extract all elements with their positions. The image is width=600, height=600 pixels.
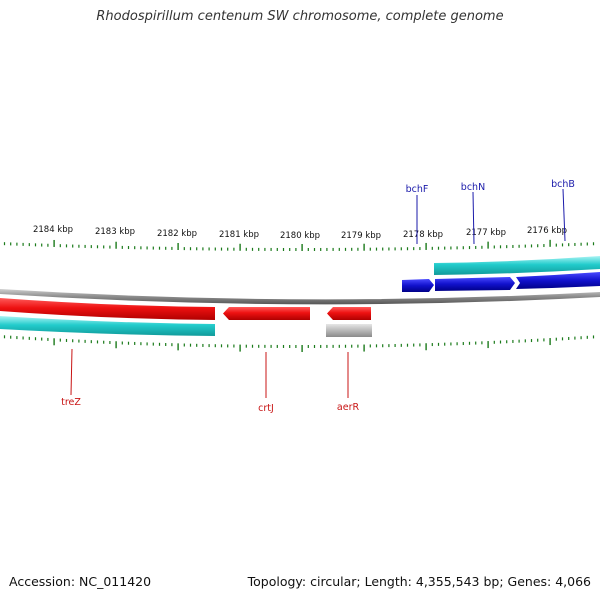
gene-label-treZ[interactable]: treZ — [61, 397, 81, 408]
scale-label-2177: 2177 kbp — [466, 228, 506, 238]
bchB-gene-arrow[interactable] — [516, 272, 600, 289]
scale-label-2178: 2178 kbp — [403, 230, 443, 240]
forward-gene-leaders — [416, 188, 566, 245]
chromosome-backbone — [0, 289, 600, 305]
forward-gene-labels: bchF bchN bchB — [406, 179, 575, 195]
accession-text: Accession: NC_011420 — [9, 574, 152, 589]
scale-labels: 2184 kbp 2183 kbp 2182 kbp 2181 kbp 2180… — [33, 225, 567, 241]
reverse-strand-features — [0, 298, 372, 337]
scale-label-2179: 2179 kbp — [341, 231, 381, 241]
ruler-ticks-forward — [3, 239, 595, 251]
gene-label-bchN[interactable]: bchN — [461, 182, 485, 193]
scale-label-2183: 2183 kbp — [95, 227, 135, 237]
reverse-gene-leaders — [70, 348, 349, 398]
scale-label-2182: 2182 kbp — [157, 229, 197, 239]
cyan-feature-reverse[interactable] — [0, 316, 215, 336]
bchF-gene-arrow[interactable] — [402, 279, 434, 292]
crtJ-gene-arrow[interactable] — [223, 307, 310, 320]
gene-label-bchB[interactable]: bchB — [551, 179, 575, 190]
bchN-gene-arrow[interactable] — [435, 277, 515, 291]
scale-label-2181: 2181 kbp — [219, 230, 259, 240]
treZ-gene-arrow[interactable] — [0, 298, 215, 320]
cyan-feature-forward[interactable] — [434, 256, 600, 275]
scale-label-2176: 2176 kbp — [527, 226, 567, 236]
forward-strand-features — [402, 256, 600, 292]
aerR-gene-arrow[interactable] — [327, 307, 371, 320]
gene-label-bchF[interactable]: bchF — [406, 184, 429, 195]
topology-stats-text: Topology: circular; Length: 4,355,543 bp… — [247, 574, 591, 589]
scale-label-2180: 2180 kbp — [280, 231, 320, 241]
map-title: Rhodospirillum centenum SW chromosome, c… — [96, 9, 504, 24]
scale-label-2184: 2184 kbp — [33, 225, 73, 235]
ruler-ticks-reverse — [3, 335, 595, 352]
gene-label-aerR[interactable]: aerR — [337, 402, 360, 413]
reverse-gene-labels: treZ crtJ aerR — [61, 397, 359, 414]
gene-label-crtJ[interactable]: crtJ — [258, 403, 274, 414]
gray-feature[interactable] — [326, 324, 372, 337]
